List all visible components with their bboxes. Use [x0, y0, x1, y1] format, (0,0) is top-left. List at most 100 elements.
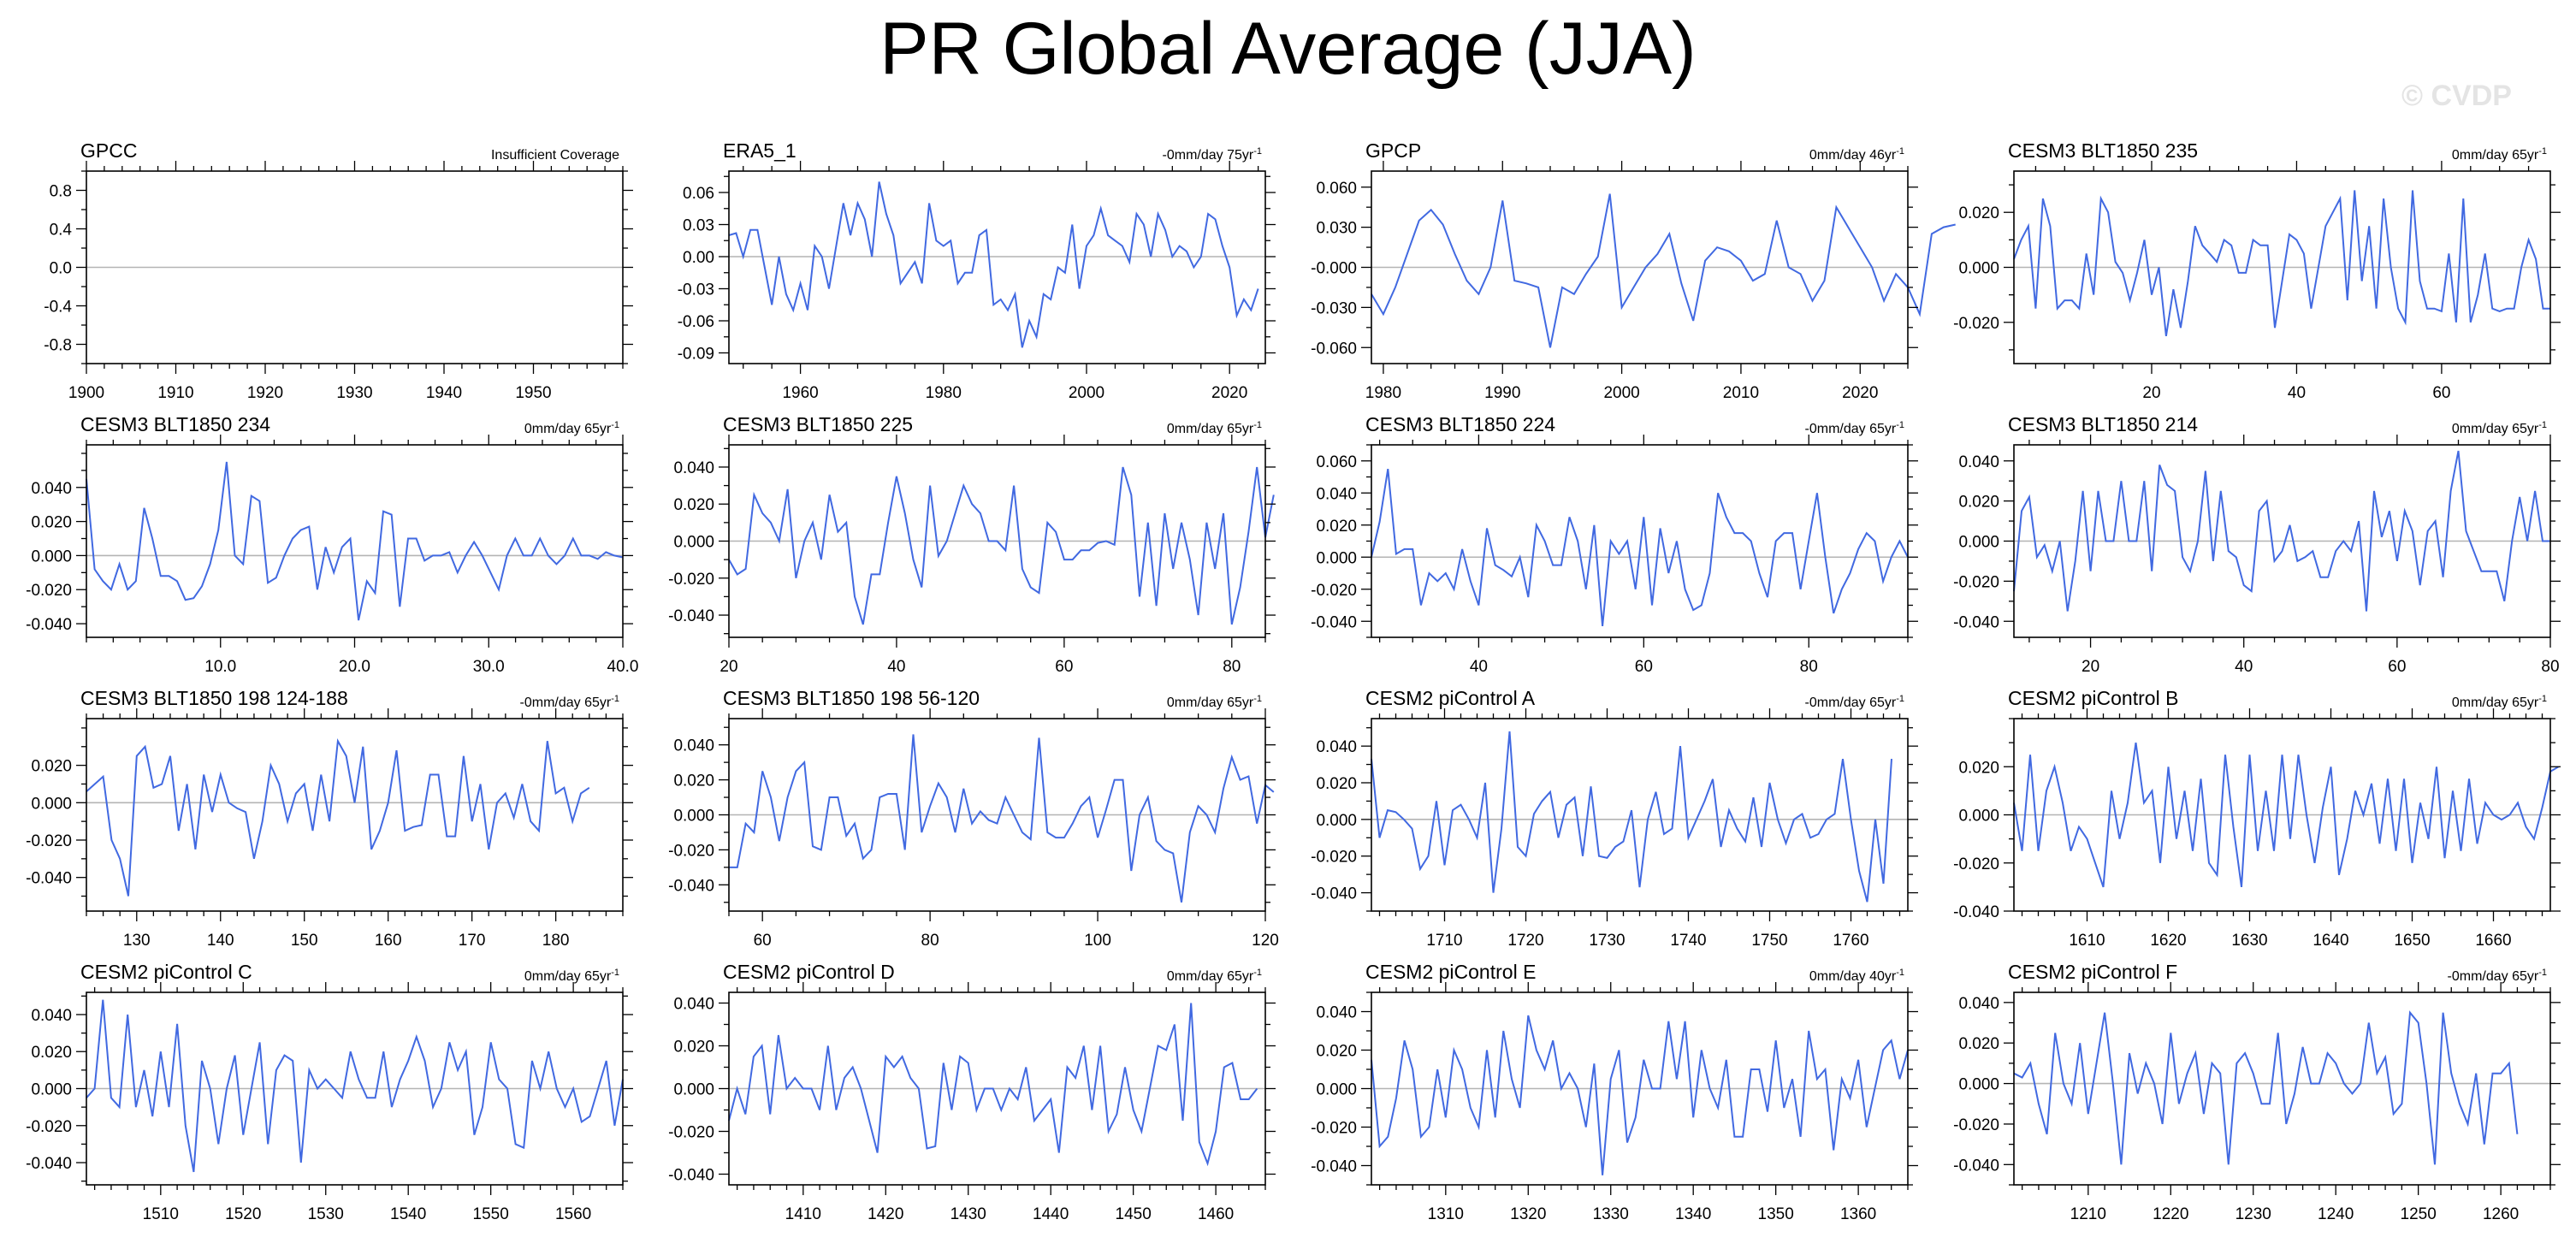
y-tick-label: 0.020 — [1958, 494, 1999, 512]
series-line — [1371, 1015, 1909, 1175]
panel-title: CESM2 piControl D — [723, 961, 895, 983]
x-tick-label: 60 — [1635, 658, 1653, 676]
x-tick-label: 1980 — [1365, 384, 1401, 402]
x-tick-label: 1730 — [1589, 932, 1625, 950]
panel-title: CESM3 BLT1850 198 124-188 — [80, 687, 348, 709]
plot-frame — [1371, 444, 1909, 638]
cvdp-watermark: © CVDP — [2401, 80, 2512, 112]
x-tick-label: 1430 — [950, 1205, 986, 1223]
y-tick-label: 0.040 — [1958, 453, 1999, 471]
y-tick-label: -0.040 — [668, 1167, 714, 1185]
y-tick-label: -0.06 — [678, 313, 714, 331]
plot-frame — [86, 718, 624, 912]
series-line — [86, 461, 623, 621]
x-tick-label: 1610 — [2069, 932, 2105, 950]
y-tick-label: 0.0 — [50, 260, 72, 278]
x-tick-label: 1630 — [2231, 932, 2267, 950]
y-tick-label: -0.040 — [26, 1155, 72, 1173]
x-tick-label: 1240 — [2318, 1205, 2354, 1223]
panel-14: -0.040 -0.020 0.000 0.020 0.040 1410 1420 1430 1… — [668, 961, 1276, 1223]
panel-10: -0.040 -0.020 0.000 0.020 0.040 60 80 100 120 CES… — [668, 687, 1279, 950]
trend-exponent: -1 — [611, 694, 619, 704]
y-tick-label: 0.00 — [683, 249, 714, 267]
x-tick-label: 180 — [542, 932, 570, 950]
x-tick-label: 1720 — [1507, 932, 1543, 950]
series-line — [729, 734, 1275, 903]
y-tick-label: 0.040 — [673, 459, 714, 477]
x-tick-label: 1410 — [785, 1205, 821, 1223]
panel-1: -0.8 -0.4 0.0 0.4 0.8 1900 1910 1920 1930 1940 195… — [44, 139, 633, 402]
y-tick-label: 0.040 — [673, 996, 714, 1014]
trend-exponent: -1 — [2538, 420, 2547, 430]
panel-3: -0.060 -0.030 -0.000 0.030 0.060 1980 1990 2000… — [1311, 139, 1956, 402]
series-line — [1371, 731, 1892, 903]
series-line — [2013, 1010, 2519, 1165]
x-tick-label: 60 — [754, 932, 772, 950]
panel-13: -0.040 -0.020 0.000 0.020 0.040 1510 1520 1530 1… — [26, 961, 633, 1223]
trend-exponent: -1 — [1253, 146, 1262, 157]
panel-trend: 0mm/day 65yr-1 — [2452, 694, 2547, 710]
trend-exponent: -1 — [2538, 694, 2547, 704]
y-tick-label: 0.020 — [673, 772, 714, 790]
y-tick-label: 0.06 — [683, 185, 714, 203]
x-tick-label: 1760 — [1833, 932, 1868, 950]
trend-exponent: -1 — [1253, 420, 1262, 430]
x-tick-label: 1930 — [336, 384, 372, 402]
x-tick-label: 140 — [207, 932, 234, 950]
y-tick-label: 0.020 — [673, 1039, 714, 1057]
y-tick-label: -0.8 — [44, 337, 72, 355]
panel-trend: 0mm/day 65yr-1 — [1167, 420, 1262, 436]
y-tick-label: -0.040 — [26, 870, 72, 888]
panel-title: CESM3 BLT1850 235 — [2008, 139, 2198, 162]
panel-6: -0.040 -0.020 0.000 0.020 0.040 20 40 60 80 CESM3… — [668, 413, 1276, 676]
y-tick-label: 0.060 — [1316, 180, 1357, 198]
y-tick-label: 0.040 — [31, 1007, 72, 1025]
x-tick-label: 2010 — [1723, 384, 1759, 402]
x-tick-label: 40.0 — [607, 658, 639, 676]
y-tick-label: 0.020 — [1316, 775, 1357, 793]
x-tick-label: 40 — [1470, 658, 1488, 676]
panel-trend: -0mm/day 75yr-1 — [1163, 146, 1262, 163]
panel-trend: 0mm/day 65yr-1 — [524, 420, 619, 436]
panel-title: CESM2 piControl C — [80, 961, 252, 983]
y-tick-label: 0.020 — [31, 514, 72, 532]
panel-7: -0.040 -0.020 0.000 0.020 0.040 0.060 40 60 80 CE… — [1311, 413, 1918, 676]
x-tick-label: 10.0 — [204, 658, 236, 676]
y-tick-label: -0.020 — [1953, 855, 1999, 873]
y-tick-label: 0.040 — [1316, 485, 1357, 503]
plot-frame — [2013, 992, 2551, 1186]
series-line — [2013, 190, 2550, 337]
x-tick-label: 1530 — [308, 1205, 344, 1223]
y-tick-label: -0.020 — [1953, 1116, 1999, 1134]
panel-trend: 0mm/day 65yr-1 — [2452, 146, 2547, 163]
panel-title: CESM2 piControl A — [1365, 687, 1536, 709]
trend-exponent: -1 — [611, 420, 619, 430]
x-tick-label: 1910 — [157, 384, 193, 402]
x-tick-label: 60 — [2432, 384, 2450, 402]
x-tick-label: 1640 — [2312, 932, 2348, 950]
y-tick-label: -0.000 — [1311, 260, 1357, 278]
x-tick-label: 1260 — [2483, 1205, 2519, 1223]
y-tick-label: 0.020 — [31, 758, 72, 776]
panel-12: -0.040 -0.020 0.000 0.020 1610 1620 1630 1640 16… — [1953, 687, 2561, 950]
y-tick-label: -0.020 — [1953, 573, 1999, 591]
panel-16: -0.040 -0.020 0.000 0.020 0.040 1210 1220 1230 1… — [1953, 961, 2561, 1223]
x-tick-label: 20 — [720, 658, 737, 676]
x-tick-label: 130 — [123, 932, 151, 950]
y-tick-label: 0.020 — [1958, 204, 1999, 222]
y-tick-label: 0.060 — [1316, 453, 1357, 471]
trend-exponent: -1 — [1896, 146, 1904, 157]
x-tick-label: 60 — [2388, 658, 2406, 676]
x-tick-label: 1220 — [2153, 1205, 2188, 1223]
y-tick-label: 0.020 — [1316, 1043, 1357, 1061]
x-tick-label: 1520 — [225, 1205, 261, 1223]
y-tick-label: 0.000 — [1316, 1081, 1357, 1099]
y-tick-label: 0.040 — [673, 737, 714, 755]
panel-title: CESM2 piControl E — [1365, 961, 1536, 983]
panel-trend: 0mm/day 65yr-1 — [1167, 694, 1262, 710]
x-tick-label: 1750 — [1751, 932, 1787, 950]
trend-exponent: -1 — [2538, 146, 2547, 157]
series-line — [2013, 450, 2550, 612]
x-tick-label: 170 — [459, 932, 486, 950]
